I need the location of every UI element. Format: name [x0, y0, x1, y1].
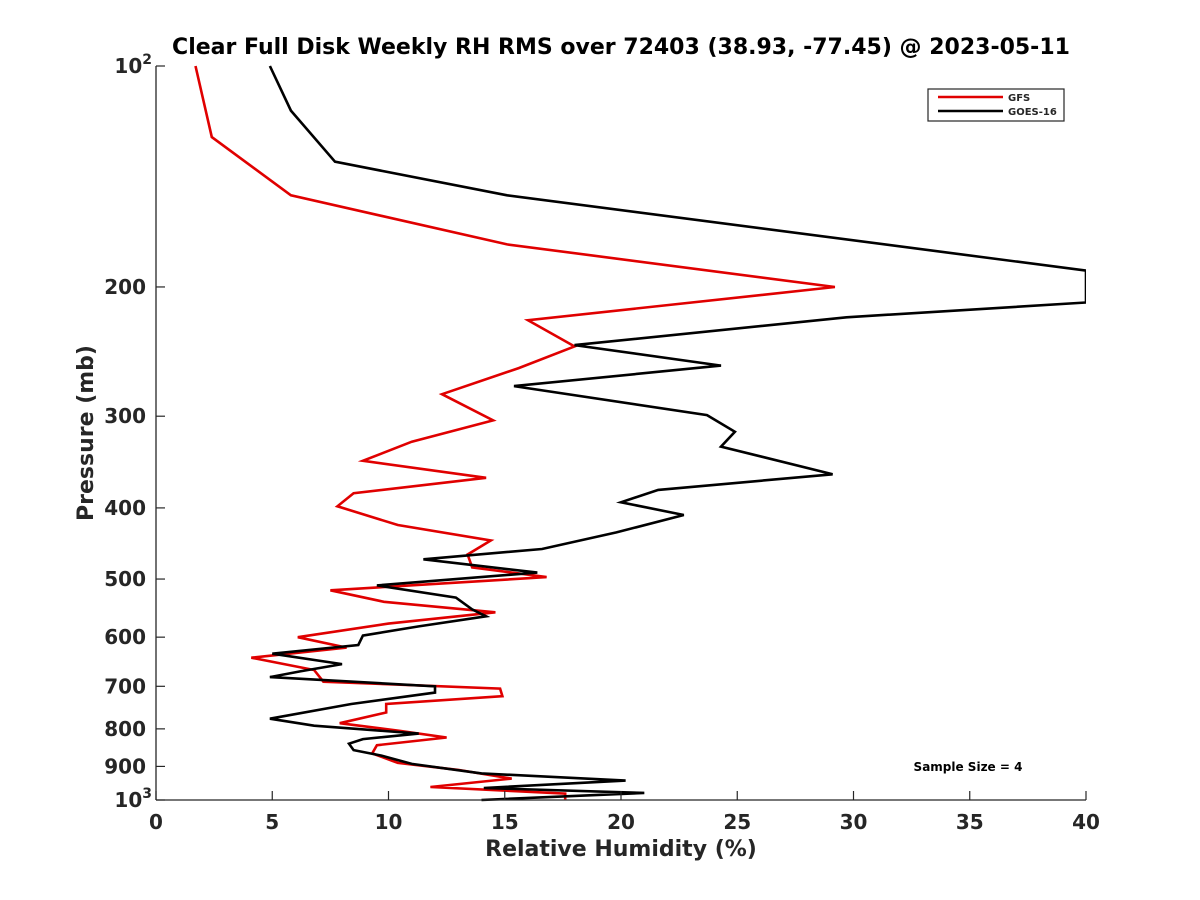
axes-layer [155, 66, 1086, 801]
x-tick-label: 10 [375, 810, 403, 834]
x-tick-label: 35 [956, 810, 984, 834]
y-ticks: 102 200 300 400 500 600 700 800 900 103 [104, 52, 165, 812]
y-tick-label: 600 [104, 625, 146, 649]
y-tick-label: 103 [114, 786, 152, 812]
legend-label-gfs: GFS [1008, 93, 1030, 104]
x-tick-label: 15 [491, 810, 519, 834]
x-tick-label: 30 [840, 810, 868, 834]
x-tick-label: 0 [149, 810, 163, 834]
x-ticks: 0 5 10 15 20 25 30 35 40 [149, 791, 1100, 834]
y-tick-label: 800 [104, 717, 146, 741]
x-tick-label: 20 [607, 810, 635, 834]
y-tick-label: 300 [104, 404, 146, 428]
series-layer [194, 65, 1086, 802]
y-tick-label: 400 [104, 496, 146, 520]
y-tick-label: 200 [104, 275, 146, 299]
y-tick-label: 500 [104, 567, 146, 591]
series-line-gfs [194, 65, 836, 800]
y-tick-label: 900 [104, 754, 146, 778]
y-tick-label: 102 [114, 52, 152, 78]
x-tick-label: 40 [1072, 810, 1100, 834]
legend-box [927, 88, 1065, 122]
x-axis-label: Relative Humidity (%) [485, 837, 757, 862]
sample-size-annotation: Sample Size = 4 [914, 760, 1023, 774]
y-axis-label: Pressure (mb) [74, 345, 99, 521]
x-tick-label: 25 [723, 810, 751, 834]
series-line-goes-16 [268, 65, 1086, 802]
y-tick-label: 700 [104, 674, 146, 698]
chart-title: Clear Full Disk Weekly RH RMS over 72403… [172, 35, 1070, 60]
legend: GFS GOES-16 [927, 88, 1065, 122]
legend-label-goes-16: GOES-16 [1008, 107, 1057, 118]
x-tick-label: 5 [265, 810, 279, 834]
